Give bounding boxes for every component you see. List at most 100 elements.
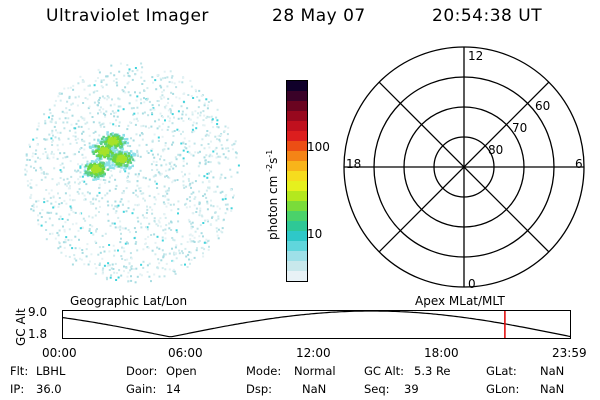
image-pixel [142,124,145,127]
image-pixel [127,207,130,210]
image-pixel [126,128,129,131]
image-pixel [163,148,166,151]
image-pixel [68,129,71,132]
image-pixel [201,181,204,184]
image-pixel [50,202,53,205]
image-pixel [75,122,78,125]
image-pixel [50,211,53,214]
image-pixel [57,181,60,184]
image-pixel [71,114,74,117]
image-pixel [62,166,65,169]
image-pixel [186,241,189,243]
image-pixel [230,189,233,192]
image-pixel [157,100,160,102]
image-pixel [140,263,143,266]
image-pixel-bright [116,159,119,162]
image-pixel-bright [88,171,91,174]
image-pixel-bright [116,133,120,136]
image-pixel [222,218,225,221]
image-pixel [203,124,206,127]
image-pixel [117,105,120,108]
image-pixel [109,224,112,227]
image-pixel [198,214,201,217]
image-pixel [122,210,125,213]
image-pixel [94,240,97,243]
image-pixel [83,194,86,197]
image-pixel [114,211,117,214]
image-pixel [141,138,144,141]
image-pixel [75,222,78,225]
image-pixel [146,264,149,267]
image-pixel-bright [95,173,98,176]
image-pixel [234,151,237,154]
image-pixel [180,117,183,120]
image-pixel [46,200,49,203]
image-pixel [116,115,119,118]
image-pixel [188,118,191,121]
image-pixel-bright [103,164,107,168]
image-pixel-bright [89,162,92,166]
image-pixel [174,252,176,255]
image-pixel [108,269,111,271]
image-pixel [80,258,83,261]
image-pixel-bright [108,166,111,170]
image-pixel [32,209,35,212]
image-pixel-bright [119,154,122,158]
image-pixel-bright [122,143,125,146]
instrument-title: Ultraviolet Imager [46,6,209,26]
image-pixel [68,213,71,216]
image-pixel [203,147,206,150]
image-pixel [118,269,121,272]
image-pixel [181,113,184,116]
image-pixel [137,172,140,175]
image-pixel [208,146,211,149]
image-pixel [102,122,105,125]
image-pixel [151,169,154,171]
image-pixel-bright [86,173,90,176]
image-pixel [129,94,132,97]
image-pixel [159,225,162,228]
image-pixel [186,107,189,110]
image-pixel [105,276,108,279]
image-pixel-bright [132,152,135,155]
image-pixel [122,165,125,168]
image-pixel [96,172,99,175]
image-pixel-bright [84,166,87,169]
image-pixel [129,121,131,124]
image-pixel [55,121,57,124]
image-pixel [79,148,82,151]
image-pixel [166,128,169,131]
image-pixel [191,221,194,224]
image-pixel [125,210,128,213]
image-pixel [173,239,176,242]
image-pixel [205,238,208,241]
image-pixel-bright [112,157,115,161]
image-pixel [204,134,207,137]
image-pixel [212,150,215,153]
image-pixel [173,82,176,85]
image-pixel [120,198,123,201]
image-pixel [174,272,177,275]
image-pixel [192,121,195,124]
image-pixel [169,203,172,206]
image-pixel [95,267,98,270]
image-pixel [188,140,191,143]
image-pixel-bright [102,167,106,170]
image-pixel [67,239,70,242]
image-pixel [26,158,29,161]
image-pixel [29,182,32,185]
image-pixel-bright [110,147,113,150]
image-pixel [73,254,76,257]
image-pixel [191,113,194,116]
image-pixel-bright [103,155,106,159]
image-pixel-bright [104,147,108,150]
image-pixel [120,274,123,277]
image-pixel [164,142,167,145]
image-pixel [51,178,54,181]
image-pixel-bright [125,150,129,154]
image-pixel [119,105,122,108]
image-pixel [64,238,67,241]
image-pixel-bright [94,144,97,148]
mlt-label-12: 12 [468,49,483,63]
image-pixel [146,87,149,90]
